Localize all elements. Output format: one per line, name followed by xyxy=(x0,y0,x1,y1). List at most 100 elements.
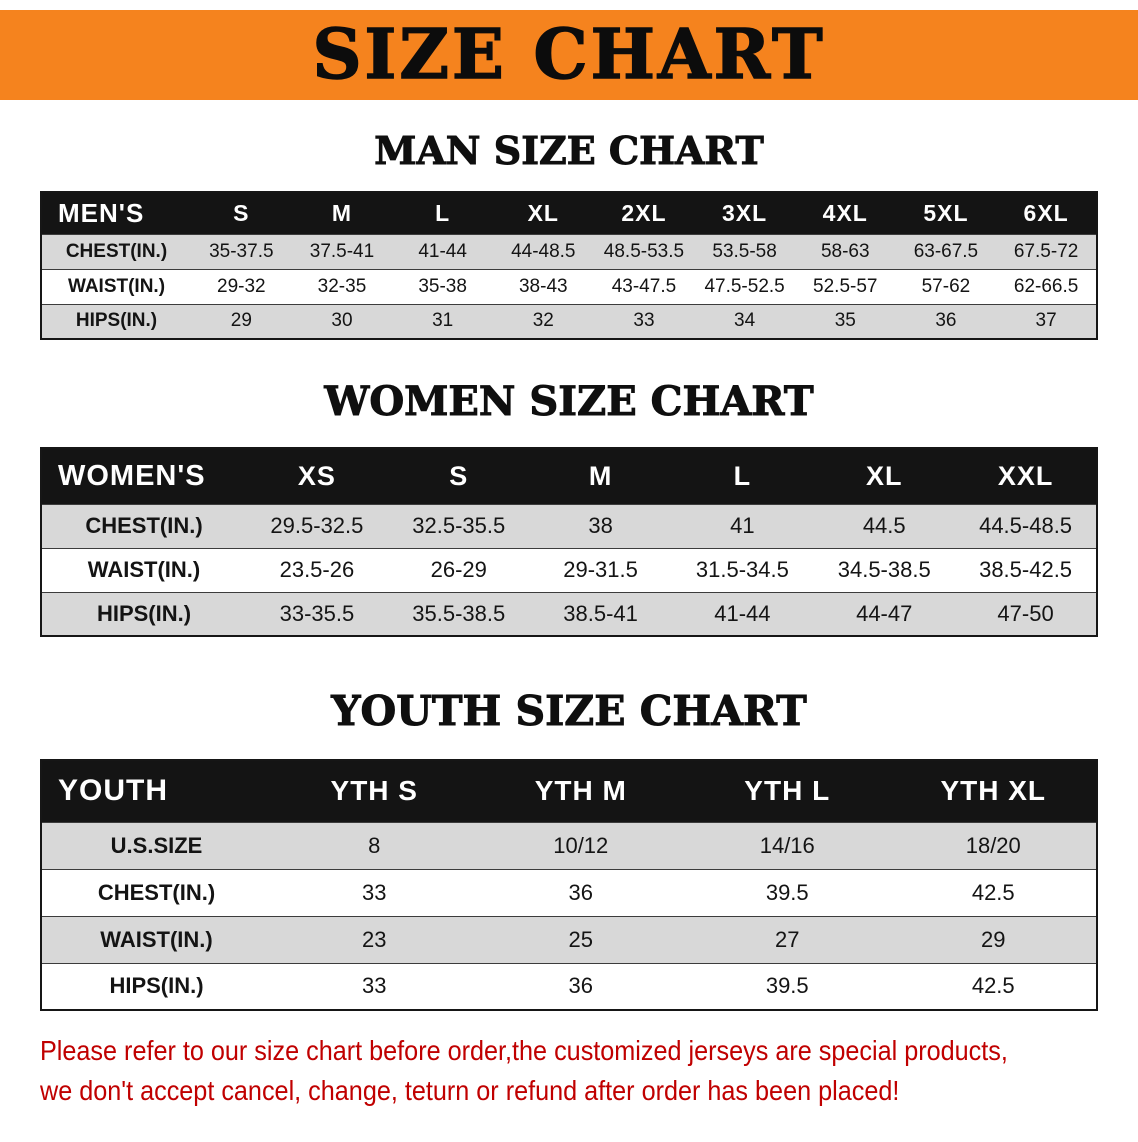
women-section-heading: WOMEN SIZE CHART xyxy=(324,378,814,426)
size-column-header: 6XL xyxy=(996,192,1097,234)
size-column-header: S xyxy=(387,448,530,504)
size-column-header: 5XL xyxy=(895,192,997,234)
measurement-value: 8 xyxy=(271,822,478,869)
measurement-value: 35-37.5 xyxy=(191,234,292,269)
youth-table-body: U.S.SIZE 8 10/12 14/16 18/20 CHEST(IN.) 33 36 39… xyxy=(41,822,1097,1010)
banner: SIZE CHART xyxy=(0,10,1138,100)
size-column-header: 3XL xyxy=(694,192,795,234)
size-column-header: L xyxy=(392,192,493,234)
women-size-table: WOMEN'S XS S M L XL XXL CHEST(IN.) 29.5-32.5 32.5… xyxy=(40,447,1098,637)
size-column-header: YTH S xyxy=(271,760,478,822)
men-table-head: MEN'S S M L XL 2XL 3XL 4XL 5XL 6XL xyxy=(41,192,1097,234)
size-chart-sections: MAN SIZE CHART MEN'S S M L XL 2XL 3XL 4XL 5XL 6XL C… xyxy=(0,128,1138,1011)
measurement-label: CHEST(IN.) xyxy=(97,879,216,905)
men-table-body: CHEST(IN.) 35-37.5 37.5-41 41-44 44-48.5 48.5… xyxy=(41,234,1097,339)
measurement-row: HIPS(IN.) 33-35.5 35.5-38.5 38.5-41 41-44 44-… xyxy=(41,592,1097,636)
measurement-value: 18/20 xyxy=(890,822,1097,869)
measurement-value: 57-62 xyxy=(921,275,971,297)
measurement-value: 42.5 xyxy=(971,879,1015,905)
size-column-header: XS xyxy=(246,448,388,504)
measurement-value: 33 xyxy=(362,879,387,905)
measurement-value: 44.5-48.5 xyxy=(955,504,1097,548)
measurement-row: WAIST(IN.) 29-32 32-35 35-38 38-43 43-47.5 47.… xyxy=(41,269,1097,304)
measurement-label: HIPS(IN.) xyxy=(41,304,191,339)
size-column-header: YTH L xyxy=(684,760,891,822)
size-chart-page: SIZE CHART MAN SIZE CHART MEN'S S M L XL 2XL 3X… xyxy=(0,10,1138,1107)
measurement-row: HIPS(IN.) 29 30 31 32 33 34 35 36 37 xyxy=(41,304,1097,339)
measurement-value: 58-63 xyxy=(794,234,896,269)
measurement-value: 38-43 xyxy=(518,275,568,297)
header-row: MEN'S S M L XL 2XL 3XL 4XL 5XL 6XL xyxy=(41,192,1097,234)
size-column-header: YTH M xyxy=(477,760,684,822)
measurement-value: 63-67.5 xyxy=(895,234,997,269)
measurement-value: 34 xyxy=(694,304,795,339)
measurement-value: 41-44 xyxy=(671,592,814,636)
women-size-chart-section: WOMEN SIZE CHART WOMEN'S XS S M L XL XXL CHEST(I… xyxy=(0,378,1138,637)
measurement-value: 44-48.5 xyxy=(492,234,594,269)
measurement-value: 31 xyxy=(392,304,493,339)
size-column-header: 4XL xyxy=(794,192,896,234)
measurement-value: 38.5-42.5 xyxy=(979,557,1073,582)
measurement-value: 32.5-35.5 xyxy=(387,504,530,548)
men-table-corner-label: MEN'S xyxy=(41,192,191,234)
size-column-header: M xyxy=(529,448,672,504)
notice-line-2: we don't accept cancel, change, teturn o… xyxy=(40,1075,900,1106)
measurement-row: WAIST(IN.) 23.5-26 26-29 29-31.5 31.5-34.5 34… xyxy=(41,548,1097,592)
footer-notice: Please refer to our size chart before or… xyxy=(40,1035,1098,1107)
measurement-value: 47-50 xyxy=(955,592,1097,636)
measurement-row: WAIST(IN.) 23 25 27 29 xyxy=(41,916,1097,963)
measurement-row: U.S.SIZE 8 10/12 14/16 18/20 xyxy=(41,822,1097,869)
size-column-header: YTH XL xyxy=(890,760,1097,822)
measurement-value: 31.5-34.5 xyxy=(695,557,789,582)
youth-size-chart-section: YOUTH SIZE CHART YOUTH YTH S YTH M YTH L YTH … xyxy=(0,687,1138,1011)
measurement-value: 34.5-38.5 xyxy=(837,557,931,582)
measurement-value: 33 xyxy=(593,304,695,339)
measurement-value: 53.5-58 xyxy=(694,234,795,269)
measurement-value: 29.5-32.5 xyxy=(246,504,388,548)
measurement-value: 27 xyxy=(684,916,891,963)
size-column-header: 2XL xyxy=(593,192,695,234)
page-title: SIZE CHART xyxy=(312,14,826,96)
measurement-value: 36 xyxy=(568,973,593,999)
measurement-label: HIPS(IN.) xyxy=(109,973,204,999)
measurement-value: 33 xyxy=(362,973,387,999)
measurement-value: 42.5 xyxy=(971,973,1015,999)
measurement-value: 33-35.5 xyxy=(246,592,388,636)
measurement-label: CHEST(IN.) xyxy=(41,504,246,548)
measurement-label: WAIST(IN.) xyxy=(87,557,201,582)
measurement-value: 67.5-72 xyxy=(996,234,1097,269)
measurement-label: WAIST(IN.) xyxy=(67,275,166,297)
measurement-value: 41-44 xyxy=(392,234,493,269)
measurement-row: HIPS(IN.) 33 36 39.5 42.5 xyxy=(41,963,1097,1010)
measurement-value: 23.5-26 xyxy=(279,557,355,582)
measurement-value: 29-32 xyxy=(217,275,266,297)
measurement-value: 35 xyxy=(794,304,896,339)
measurement-row: CHEST(IN.) 33 36 39.5 42.5 xyxy=(41,869,1097,916)
women-table-head: WOMEN'S XS S M L XL XXL xyxy=(41,448,1097,504)
measurement-value: 26-29 xyxy=(430,557,487,582)
measurement-value: 47.5-52.5 xyxy=(704,275,785,297)
measurement-label: CHEST(IN.) xyxy=(41,234,191,269)
men-section-heading: MAN SIZE CHART xyxy=(374,128,764,174)
measurement-value: 43-47.5 xyxy=(611,275,677,297)
measurement-value: 29-31.5 xyxy=(563,557,638,582)
measurement-value: 37.5-41 xyxy=(291,234,393,269)
men-size-chart-section: MAN SIZE CHART MEN'S S M L XL 2XL 3XL 4XL 5XL 6XL C… xyxy=(0,128,1138,340)
measurement-value: 29 xyxy=(890,916,1097,963)
measurement-value: 62-66.5 xyxy=(1013,275,1079,297)
header-row: YOUTH YTH S YTH M YTH L YTH XL xyxy=(41,760,1097,822)
measurement-value: 30 xyxy=(291,304,393,339)
measurement-value: 36 xyxy=(895,304,997,339)
measurement-value: 10/12 xyxy=(477,822,684,869)
size-column-header: S xyxy=(191,192,292,234)
measurement-row: CHEST(IN.) 35-37.5 37.5-41 41-44 44-48.5 48.5… xyxy=(41,234,1097,269)
measurement-value: 38 xyxy=(529,504,672,548)
measurement-value: 35.5-38.5 xyxy=(387,592,530,636)
youth-size-table: YOUTH YTH S YTH M YTH L YTH XL U.S.SIZE 8 10/12… xyxy=(40,759,1098,1011)
measurement-value: 23 xyxy=(271,916,478,963)
youth-table-corner-label: YOUTH xyxy=(41,760,271,822)
measurement-value: 14/16 xyxy=(684,822,891,869)
measurement-value: 39.5 xyxy=(765,973,809,999)
men-size-table: MEN'S S M L XL 2XL 3XL 4XL 5XL 6XL CHEST(IN.) 35-37… xyxy=(40,191,1098,340)
measurement-value: 32 xyxy=(492,304,594,339)
